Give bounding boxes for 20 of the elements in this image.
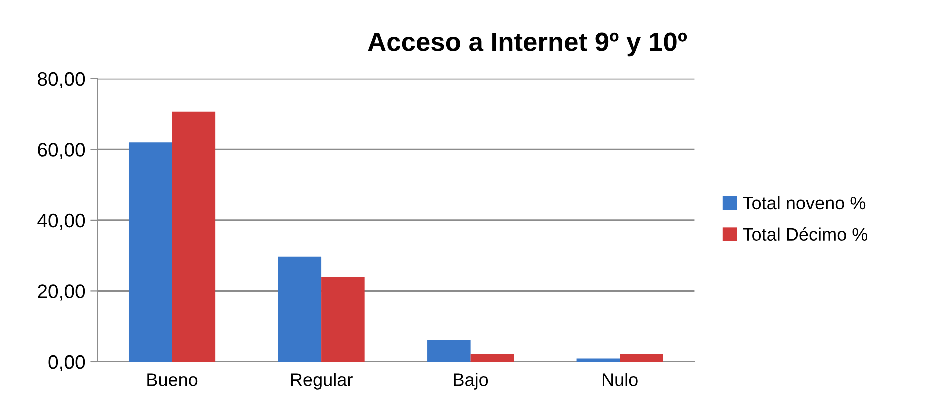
bar [278,256,322,362]
bar [620,354,664,362]
x-tick-label: Bueno [148,374,198,386]
bar [428,340,471,362]
bar [576,358,620,362]
x-tick-label: Bajo [454,373,488,390]
chart-title: Acceso a Internet 9º y 10º [368,32,688,57]
legend-label: Total noveno % [743,196,866,210]
bar [322,277,365,362]
y-tick-label: 60,00 [38,143,86,160]
x-tick-label: Regular [291,373,353,390]
y-tick-label: 20,00 [38,284,86,301]
y-tick-label: 80,00 [38,72,86,88]
bar [470,354,514,362]
x-tick-label: Nulo [602,373,638,386]
bar [172,112,216,362]
y-tick-label: 40,00 [38,214,86,230]
y-tick-label: 0,00 [48,355,86,372]
legend-label: Total Décimo % [743,228,868,242]
bar [128,142,172,362]
